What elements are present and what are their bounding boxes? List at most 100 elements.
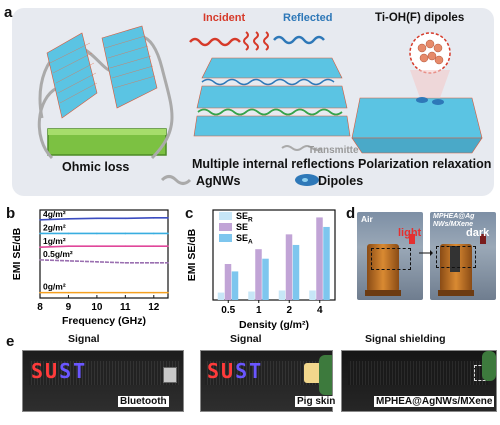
series-point: [96, 291, 98, 294]
transmitted-wave: [281, 145, 323, 151]
legend-label: SEA: [236, 233, 253, 246]
series-line: [39, 217, 168, 221]
legend-swatch: [219, 223, 232, 231]
bar: [323, 226, 330, 300]
series-point: [124, 232, 127, 235]
series-point: [96, 217, 98, 220]
x-tick-label: 11: [120, 302, 131, 313]
incident-wave: [189, 37, 241, 47]
series-point: [96, 245, 98, 247]
series-point: [39, 291, 41, 294]
legend-swatch: [219, 212, 232, 220]
mxene-stack-left: [46, 25, 158, 119]
series-point: [167, 245, 169, 247]
series-point: [152, 291, 155, 294]
glove-hand-2: [482, 351, 496, 381]
y-axis-label: EMI SE/dB: [186, 228, 198, 281]
panel-a-letter: a: [4, 4, 13, 21]
mpx-line1: MPHEA@Ag: [433, 213, 475, 220]
chart-c-frame: [212, 209, 336, 301]
series-point: [39, 259, 41, 261]
x-tick-label: 4: [317, 305, 323, 316]
coil-left: [367, 244, 399, 292]
bluetooth-module: [163, 367, 177, 383]
bar: [231, 271, 239, 300]
series-point: [39, 232, 41, 235]
x-tick-label: 12: [148, 302, 160, 313]
series-point: [67, 218, 70, 220]
x-tick-label: 0.5: [221, 305, 235, 316]
bar: [217, 292, 225, 300]
panel-a-illustration: [37, 25, 483, 186]
series-point: [67, 260, 70, 262]
chart-b-frame: [39, 209, 169, 299]
led-dark: [480, 234, 486, 244]
mxene-stack-middle: [193, 57, 351, 137]
series-point: [167, 291, 169, 294]
pig-skin-label: Pig skin: [295, 396, 338, 407]
series-label: 4g/m²: [43, 209, 66, 219]
incident-label: Incident: [203, 12, 246, 24]
y-axis-label: EMI SE/dB: [11, 227, 23, 280]
signal-title-2: Signal: [230, 333, 262, 345]
series-label: 2g/m²: [43, 222, 66, 232]
series-label: 0.5g/m²: [43, 249, 73, 259]
dark-label: dark: [466, 227, 490, 239]
x-tick-label: 9: [66, 302, 72, 313]
series-point: [124, 217, 127, 220]
dipoles-label: Dipoles: [318, 174, 364, 188]
bar: [262, 258, 269, 300]
panel-b-letter: b: [6, 205, 16, 222]
x-tick-label: 10: [91, 302, 103, 313]
series-point: [167, 232, 169, 235]
x-tick-label: 1: [256, 305, 262, 316]
panel-c-letter: c: [185, 205, 194, 222]
ohmic-loss-label: Ohmic loss: [62, 160, 130, 174]
mxene-stack-right: [351, 97, 483, 139]
series-point: [152, 217, 155, 219]
series-point: [67, 291, 70, 294]
series-point: [124, 262, 127, 264]
reflected-label: Reflected: [283, 12, 333, 24]
photo-air: [357, 212, 423, 300]
led-lit: [409, 234, 415, 244]
series-point: [39, 218, 41, 221]
led-text-2: SUST: [207, 359, 264, 383]
air-label: Air: [361, 214, 373, 224]
led-text-1: SUST: [31, 359, 88, 383]
series-point: [67, 245, 70, 247]
series-point: [167, 217, 169, 219]
dipoles-title: Ti-OH(F) dipoles: [375, 12, 465, 24]
legend-swatch: [219, 234, 232, 242]
series-point: [124, 245, 127, 247]
x-tick-label: 8: [37, 302, 43, 313]
glove-hand: [319, 355, 332, 395]
series-line: [39, 259, 168, 264]
photo-dark: [430, 212, 496, 300]
series-point: [96, 232, 98, 235]
agnws-label: AgNWs: [196, 174, 241, 188]
x-axis-label: Frequency (GHz): [62, 315, 146, 327]
mpx-line2: NWs/MXene: [433, 221, 474, 228]
series-label: 0g/m²: [43, 282, 66, 292]
series-point: [39, 246, 41, 248]
series-point: [152, 245, 155, 247]
bluetooth-label: Bluetooth: [118, 396, 169, 407]
bar: [309, 290, 316, 300]
panel-d-letter: d: [346, 205, 356, 222]
series-point: [167, 262, 169, 264]
panel-e-letter: e: [6, 333, 15, 350]
signal-title-1: Signal: [68, 333, 100, 345]
bar: [278, 290, 286, 300]
reflected-wave: [273, 35, 325, 45]
legend-label: SE: [236, 222, 248, 232]
multiple-reflections-label: Multiple internal reflections: [192, 157, 355, 171]
series-point: [124, 291, 127, 294]
bar: [316, 217, 323, 300]
agnws-legend-icon: [160, 175, 192, 185]
bar: [292, 244, 300, 300]
series-line: [39, 245, 168, 248]
signal-shielding-title: Signal shielding: [365, 333, 446, 345]
series-point: [96, 261, 98, 263]
